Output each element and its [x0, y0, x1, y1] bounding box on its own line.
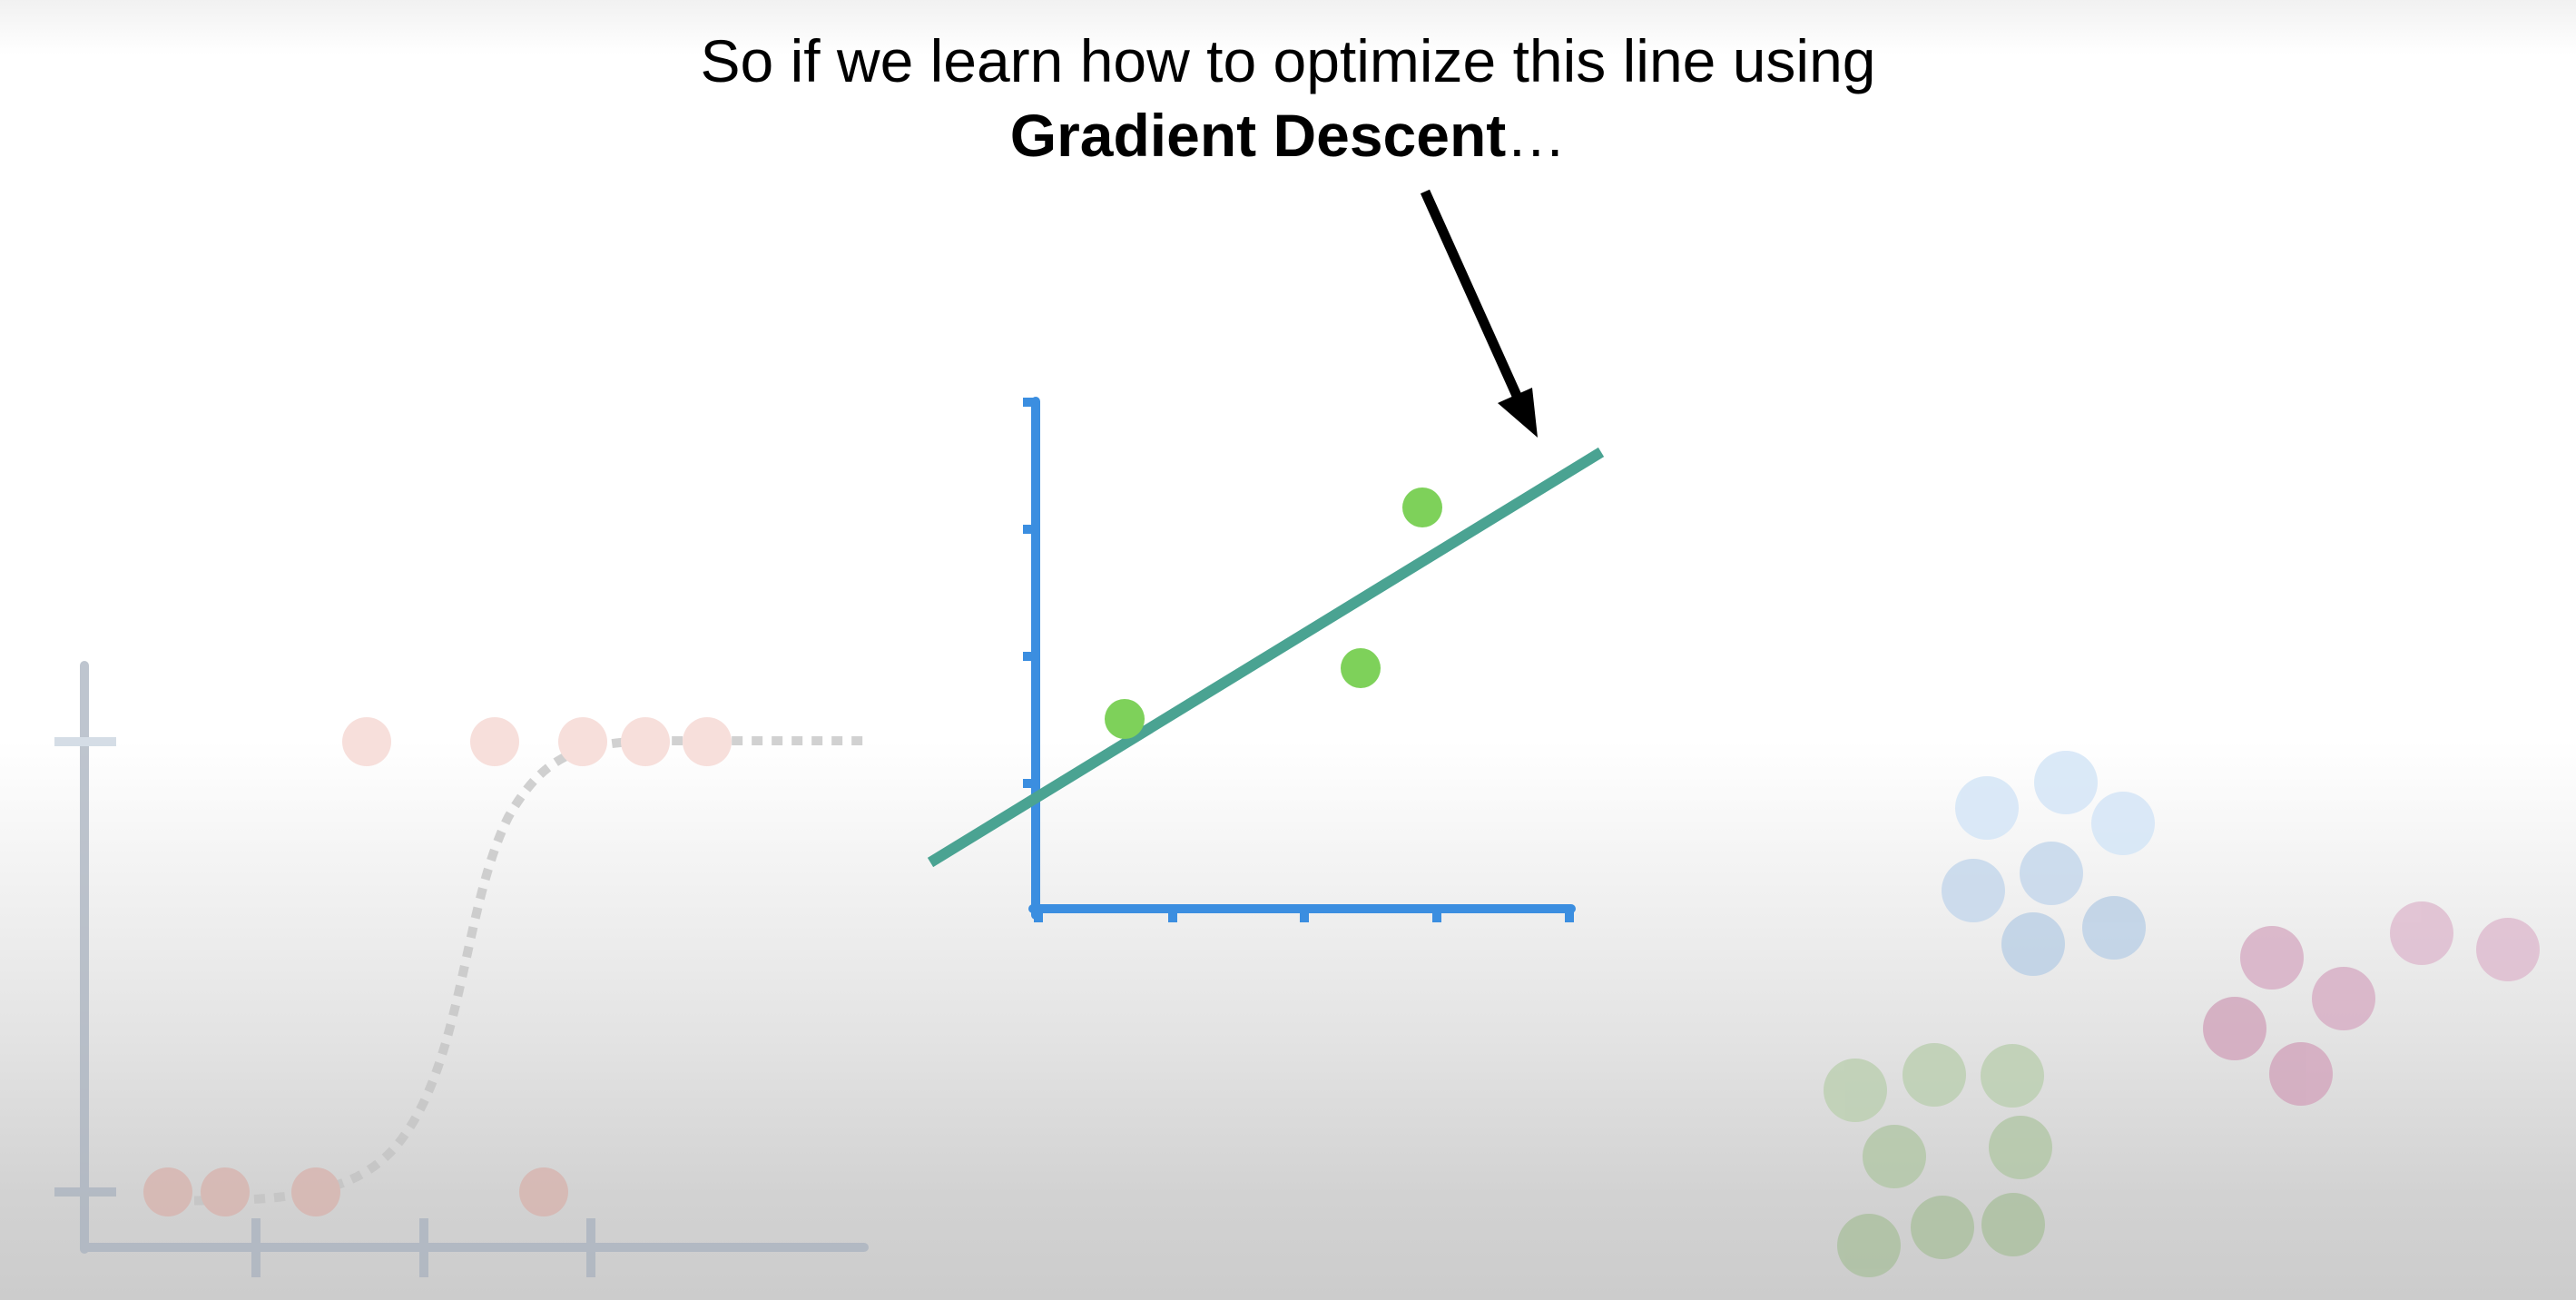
cluster-point-pink [2203, 997, 2266, 1060]
cluster-point-blue [2034, 751, 2098, 814]
cluster-point-green [1824, 1059, 1887, 1122]
faded-point [683, 717, 732, 766]
regression-plot [927, 397, 1605, 922]
faded-clusters [1824, 751, 2540, 1277]
fitted-line [927, 447, 1605, 868]
cluster-point-green [1911, 1196, 1974, 1259]
data-point [1402, 488, 1442, 527]
faded-point [342, 717, 391, 766]
cluster-point-pink [2240, 926, 2304, 990]
top-shading [0, 0, 2576, 54]
cluster-point-pink [2390, 901, 2453, 965]
arrow-head [1498, 388, 1538, 438]
cluster-point-green [1903, 1043, 1966, 1107]
caption-emphasis: Gradient Descent [1009, 102, 1507, 169]
faded-point [143, 1167, 192, 1216]
cluster-point-blue [2001, 912, 2065, 976]
cluster-point-blue [1942, 859, 2005, 922]
data-point [1105, 699, 1145, 739]
caption-line1: So if we learn how to optimize this line… [700, 27, 1876, 94]
arrow-shaft [1420, 189, 1523, 400]
faded-point [470, 717, 519, 766]
faded-point [519, 1167, 568, 1216]
faded-point [621, 717, 670, 766]
cluster-point-blue [2082, 896, 2146, 960]
caption-ellipsis: … [1506, 102, 1567, 169]
cluster-point-green [1981, 1044, 2044, 1108]
cluster-point-green [1863, 1125, 1926, 1188]
caption-line2: Gradient Descent… [0, 98, 2576, 172]
faded-point [201, 1167, 250, 1216]
cluster-point-green [1981, 1193, 2045, 1256]
cluster-point-blue [2020, 842, 2083, 905]
faded-sigmoid-curve [153, 736, 871, 1206]
caption: So if we learn how to optimize this line… [0, 24, 2576, 172]
pointer-arrow [1420, 189, 1538, 438]
cluster-point-pink [2476, 918, 2540, 981]
faded-point [291, 1167, 340, 1216]
cluster-point-pink [2312, 967, 2375, 1030]
cluster-point-pink [2269, 1042, 2333, 1106]
cluster-point-green [1989, 1116, 2052, 1179]
faded-logistic-plot [54, 661, 871, 1277]
faded-point [558, 717, 607, 766]
cluster-point-blue [1955, 776, 2019, 840]
cluster-point-green [1837, 1214, 1901, 1277]
data-point [1341, 648, 1381, 688]
cluster-point-blue [2091, 792, 2155, 855]
